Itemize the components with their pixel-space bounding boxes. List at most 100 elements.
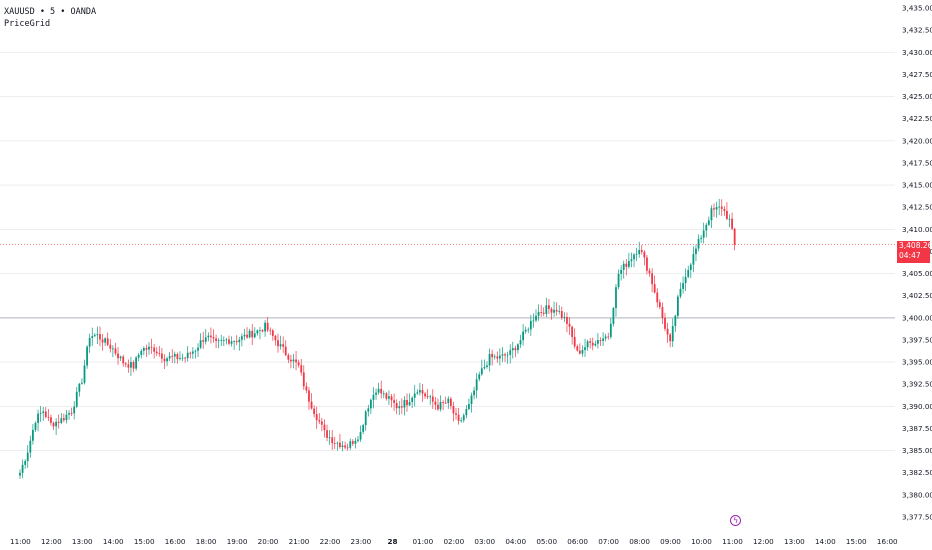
candle-body [184,357,187,359]
candle [233,340,236,351]
candle [253,327,256,339]
candle [130,356,132,377]
candle-body [364,411,367,426]
candle-body [478,374,481,380]
candle-body [563,317,566,318]
candle [635,247,638,262]
candle-body [313,408,316,415]
time-tick-label: 07:00 [598,537,619,546]
price-tick-label: 3,400.000 [902,313,932,322]
candle-body [222,339,225,341]
candle-body [597,340,599,344]
candle-body [468,404,470,410]
candle-body [527,329,530,331]
candle [532,313,535,328]
candle [480,359,483,376]
candle-body [349,441,352,448]
candle-body [284,346,287,356]
candle-body [540,312,543,313]
candle [395,399,398,415]
candle [558,305,561,315]
candle [571,325,574,345]
candle-body [375,392,377,395]
candle-body [65,414,68,421]
candle-body [602,338,604,341]
candle-body [529,320,532,330]
price-tick-label: 3,397.500 [902,335,932,344]
candle-body [594,343,597,346]
candle-body [362,425,365,432]
candle-body [620,269,623,274]
candle-body [578,350,581,354]
candle-body [124,363,127,365]
candle [251,323,254,346]
lightning-icon[interactable]: ϟ [730,515,742,526]
candle-body [473,390,475,396]
candle [594,340,597,347]
candle [315,406,318,429]
candle-body [707,220,710,225]
candle [222,336,225,347]
candle-body [44,411,47,417]
candle [240,333,243,347]
candle-body [424,393,426,397]
candle-body [140,350,143,355]
candle [328,430,331,445]
candle [514,345,517,358]
candle [540,304,543,317]
candle [666,322,669,343]
candles [19,198,736,480]
candle [607,332,610,340]
candle-body [81,382,83,384]
candle [158,346,161,357]
candle-body [101,339,104,343]
candle [707,216,710,226]
candle-body [475,379,478,391]
candle [419,382,421,396]
candle-body [158,353,161,355]
candle [573,328,576,349]
candle [362,423,365,435]
candle [246,327,248,340]
candle-body [501,354,504,356]
candle-body [372,394,375,400]
candle [537,304,540,321]
candle [297,359,300,368]
price-tick-label: 3,387.500 [902,424,932,433]
candle [527,327,530,334]
candle-body [718,206,721,208]
candle [274,334,277,346]
candle-body [189,352,192,354]
indicator-label[interactable]: PriceGrid [4,19,51,29]
time-tick-label: 14:00 [815,537,836,546]
candle-body [204,337,207,342]
time-axis[interactable]: 11:00 12:00 13:00 14:00 15:00 16:00 18:00 19:00… [10,537,898,546]
candle-body [153,347,156,352]
candle-body [429,396,432,398]
candle [669,332,672,348]
candle-body [315,414,318,421]
time-tick-label: 09:00 [660,537,681,546]
candle [604,333,607,342]
candle-body [509,350,512,355]
candle [406,393,408,412]
candle-body [553,309,555,313]
candle-body [532,320,535,322]
candle [566,312,568,333]
candle [29,435,32,458]
candle-body [235,341,238,343]
candle-body [519,340,522,345]
candle-body [705,224,708,231]
candle [648,268,651,277]
candle-body [493,356,496,358]
candle [388,390,390,405]
candle [73,401,76,420]
candle-body [733,228,736,245]
candle-body [47,416,50,418]
symbol-title[interactable]: XAUUSD • 5 • OANDA [4,7,97,17]
candle [256,329,259,336]
price-tick-label: 3,390.000 [902,402,932,411]
candle-body [380,388,383,394]
candle-body [194,350,197,352]
